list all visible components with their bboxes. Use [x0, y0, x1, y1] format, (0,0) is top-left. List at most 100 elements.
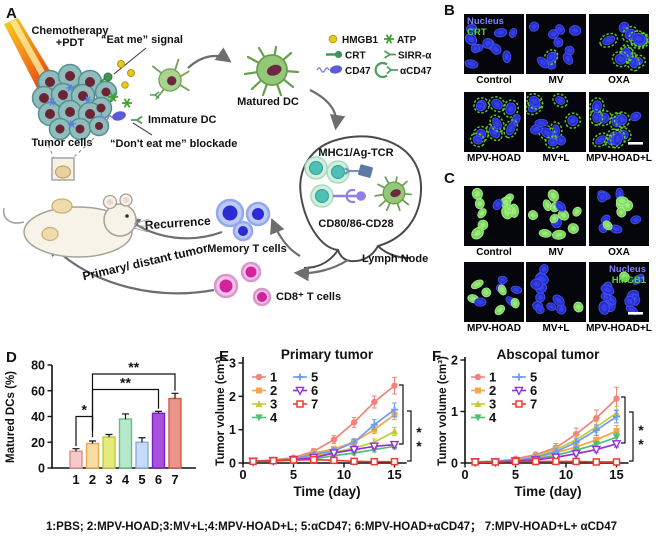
immature-dc-cell [152, 58, 190, 100]
svg-text:7: 7 [171, 472, 178, 487]
bar-group-7 [168, 397, 182, 469]
svg-text:Tumor volume (cm³): Tumor volume (cm³) [215, 356, 227, 466]
svg-text:7: 7 [311, 397, 318, 412]
hmgb1-icon [328, 34, 338, 44]
svg-text:*: * [82, 402, 88, 418]
micrograph-tile-MPV-HOAD+L [589, 92, 649, 152]
svg-text:15: 15 [609, 467, 623, 482]
svg-text:3: 3 [270, 397, 277, 412]
svg-text:5: 5 [530, 370, 537, 385]
svg-text:5: 5 [512, 467, 519, 482]
channel-overlay-labels: Nucleus CRT [467, 16, 504, 38]
svg-text:7: 7 [530, 397, 537, 412]
svg-text:1: 1 [489, 370, 496, 385]
svg-text:10: 10 [337, 467, 351, 482]
micrograph-tile-MV [526, 14, 586, 74]
svg-text:5: 5 [138, 472, 145, 487]
cd80-cd28-label: CD80/86-CD28 [318, 218, 393, 230]
svg-text:4: 4 [489, 410, 497, 425]
svg-text:2: 2 [489, 383, 496, 398]
tcr-connector-icon [344, 164, 373, 178]
molecule-legend: HMGB1 ATP CRT SIRR-α CD47 αCD47 [316, 34, 432, 79]
svg-text:3: 3 [229, 357, 236, 371]
micrograph-tile-Control [464, 186, 524, 246]
node-to-memory-arrow [270, 217, 301, 257]
legend-atp: ATP [397, 35, 417, 46]
memory-t-label: Memory T cells [207, 243, 286, 255]
svg-text:3: 3 [105, 472, 112, 487]
svg-text:60: 60 [31, 384, 45, 398]
micrograph-label: Control [476, 75, 512, 86]
svg-text:Matured DCs (%): Matured DCs (%) [5, 371, 17, 463]
svg-text:15: 15 [387, 467, 401, 482]
svg-text:*: * [638, 422, 644, 438]
bar-group-6 [151, 412, 166, 469]
micrograph-label: OXA [608, 247, 630, 258]
distant-tumor-bump [41, 226, 59, 242]
svg-text:0: 0 [461, 467, 468, 482]
svg-text:Tumor volume (cm³): Tumor volume (cm³) [437, 356, 449, 466]
svg-text:1: 1 [229, 423, 236, 437]
tumor-inset [45, 137, 95, 181]
panel-a-schematic: A Chemotherapy +PDT [2, 5, 432, 307]
recurrence-arrow [124, 216, 223, 240]
hmgb1-dots-icon [117, 60, 135, 89]
mouse-tail [2, 207, 25, 224]
svg-text:6: 6 [311, 383, 318, 398]
svg-text:1: 1 [451, 405, 458, 419]
svg-text:2: 2 [89, 472, 96, 487]
svg-text:**: ** [128, 359, 139, 375]
svg-text:E: E [219, 348, 229, 365]
scale-bar [628, 142, 643, 145]
bar-group-4 [118, 418, 133, 469]
svg-text:0: 0 [229, 457, 236, 471]
svg-text:F: F [432, 348, 441, 365]
svg-text:D: D [6, 349, 17, 366]
svg-text:80: 80 [31, 359, 45, 373]
svg-text:*: * [416, 424, 422, 440]
svg-text:2: 2 [451, 354, 458, 368]
group-key-caption: 1:PBS; 2:MPV-HOAD;3:MV+L;4:MPV-HOAD+L; 5… [45, 521, 618, 533]
sirp-receptor-icon [150, 91, 160, 99]
mouse-eye [125, 214, 129, 218]
maturation-arrow [187, 47, 232, 69]
bar-group-5 [135, 441, 149, 469]
matured-dc-cell [243, 45, 300, 97]
bar-group-3 [102, 436, 116, 469]
tumor-cells-label: Tumor cells [32, 137, 93, 149]
micrograph-tile-MV+L [526, 92, 586, 152]
svg-text:Abscopal tumor: Abscopal tumor [497, 347, 601, 362]
micrograph-tile-MV [526, 186, 586, 246]
micrograph-tile-MPV-HOAD+L [589, 262, 649, 322]
panel-label-c: C [444, 170, 455, 187]
micrograph-label: MV [548, 247, 564, 258]
sirp-icon [384, 50, 396, 59]
lymph-node-label: Lymph Node [362, 253, 428, 265]
dc-in-node [374, 176, 413, 212]
primary-distant-arrow [46, 240, 215, 295]
panel-b-c-micrographs: B Nucleus CRT Control MV OXA MPV-HOAD MV+L MPV-H… [432, 0, 663, 348]
micrograph-label: OXA [608, 75, 630, 86]
cd47-blockade-icon [99, 111, 143, 125]
svg-text:0: 0 [38, 462, 45, 476]
atp-icon [384, 34, 394, 44]
eat-me-pointer-line [113, 47, 147, 75]
svg-text:0: 0 [451, 457, 458, 471]
svg-text:10: 10 [559, 467, 573, 482]
immature-dc-label: Immature DC [148, 114, 217, 126]
micrograph-label: MV+L [542, 323, 570, 334]
legend-hmgb1: HMGB1 [342, 35, 379, 46]
mhc-tcr-label: MHC1/Ag-TCR [318, 147, 393, 159]
channel-overlay-labels: Nucleus HMGB1 [609, 264, 646, 286]
cd47-icon [316, 65, 343, 74]
memory-t-cells [215, 198, 271, 242]
svg-text:Time (day): Time (day) [514, 484, 581, 499]
to-lymph-node-arrow [309, 89, 346, 131]
svg-text:5: 5 [311, 370, 318, 385]
svg-text:1: 1 [270, 370, 277, 385]
panel-label-a: A [6, 5, 17, 22]
micrograph-tile-MPV-HOAD [464, 262, 524, 322]
